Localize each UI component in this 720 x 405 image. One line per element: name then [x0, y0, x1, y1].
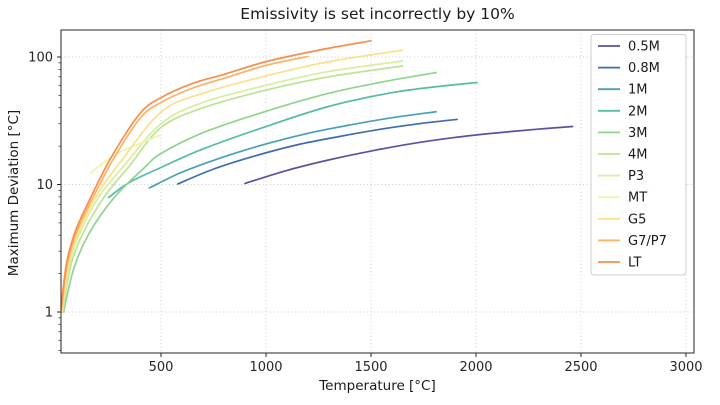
series-line-0-8m — [176, 118, 458, 185]
legend-box — [590, 34, 687, 276]
x-tick-label: 2000 — [459, 360, 492, 375]
legend-label-0-8m: 0.8M — [628, 61, 660, 76]
series-line-mt — [89, 134, 161, 174]
y-tick-label: 10 — [36, 178, 53, 193]
series-line-4m — [61, 65, 404, 313]
series-line-g5 — [61, 49, 404, 313]
y-tick-label: 100 — [28, 51, 53, 66]
legend-label-0-5m: 0.5M — [628, 40, 660, 55]
y-tick-label: 1 — [45, 306, 53, 321]
series-line-1m — [148, 110, 437, 189]
legend-label-2m: 2M — [628, 104, 648, 119]
x-tick-label: 1500 — [354, 360, 387, 375]
series-line-0-5m — [244, 125, 574, 185]
legend-label-4m: 4M — [628, 148, 648, 163]
x-tick-label: 1000 — [249, 360, 282, 375]
legend-label-mt: MT — [628, 191, 647, 206]
legend-label-1m: 1M — [628, 83, 648, 98]
legend-label-p3: P3 — [628, 169, 644, 184]
legend-label-g7-p7: G7/P7 — [628, 234, 667, 249]
series-group — [61, 39, 574, 313]
y-axis-label: Maximum Deviation [°C] — [6, 109, 22, 277]
series-line-2m — [107, 81, 478, 199]
series-line-lt — [61, 39, 372, 308]
chart-title: Emissivity is set incorrectly by 10% — [240, 5, 515, 23]
x-tick-label: 2500 — [564, 360, 597, 375]
plot-spines — [60, 29, 695, 354]
x-tick-label: 500 — [149, 360, 174, 375]
legend-label-3m: 3M — [628, 126, 648, 141]
series-line-3m — [62, 71, 437, 313]
series-line-p3 — [61, 60, 404, 313]
series-line-g7-p7 — [61, 55, 309, 311]
legend-label-lt: LT — [628, 256, 641, 271]
legend-label-g5: G5 — [628, 212, 646, 227]
x-axis-label: Temperature [°C] — [319, 378, 436, 394]
x-tick-label: 3000 — [669, 360, 702, 375]
